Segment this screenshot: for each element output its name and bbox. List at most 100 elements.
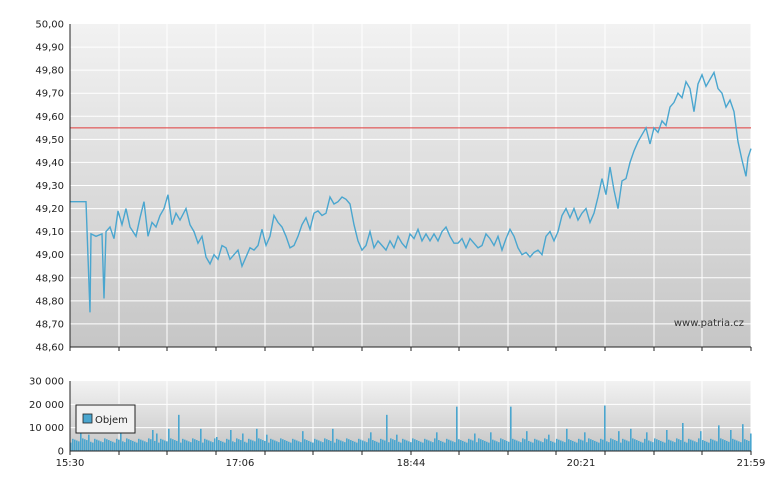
volume-bar xyxy=(592,440,594,451)
volume-bar xyxy=(658,440,660,451)
price-y-tick-label: 49,80 xyxy=(35,66,64,77)
volume-bar xyxy=(306,440,308,451)
volume-bar xyxy=(628,441,630,451)
volume-bar xyxy=(470,439,472,451)
volume-bar xyxy=(514,439,516,451)
volume-bar xyxy=(344,442,346,451)
volume-bar xyxy=(680,440,682,451)
volume-bar xyxy=(480,439,482,451)
volume-bar xyxy=(724,440,726,451)
volume-bar xyxy=(176,440,178,451)
volume-bar xyxy=(78,441,80,451)
volume-bar xyxy=(398,441,400,451)
volume-bar xyxy=(642,442,644,451)
legend-label: Objem xyxy=(95,415,128,426)
volume-bar xyxy=(540,441,542,451)
volume-bar xyxy=(368,438,370,451)
x-tick-label: 17:06 xyxy=(226,458,255,469)
volume-bar xyxy=(410,442,412,451)
price-y-tick-label: 50,00 xyxy=(35,20,64,31)
volume-bar xyxy=(678,439,680,451)
volume-bar xyxy=(340,440,342,451)
volume-bar xyxy=(128,439,130,451)
volume-bar xyxy=(546,439,548,451)
volume-bar xyxy=(652,442,654,451)
volume-bar xyxy=(558,439,560,451)
volume-bar xyxy=(676,438,678,451)
volume-bar xyxy=(456,406,458,451)
volume-bar xyxy=(272,439,274,451)
volume-bar xyxy=(692,440,694,451)
volume-bar xyxy=(190,442,192,451)
volume-bar xyxy=(674,442,676,451)
volume-bar xyxy=(538,440,540,451)
volume-bar xyxy=(162,439,164,451)
volume-bar xyxy=(650,441,652,451)
volume-bar xyxy=(222,441,224,451)
volume-bar xyxy=(744,439,746,451)
volume-bar xyxy=(326,439,328,451)
price-y-tick-label: 48,60 xyxy=(35,343,64,354)
volume-bar xyxy=(350,440,352,451)
volume-bar xyxy=(570,440,572,451)
volume-bar xyxy=(708,442,710,451)
volume-bar xyxy=(338,439,340,451)
volume-bar xyxy=(620,442,622,451)
price-y-tick-label: 49,40 xyxy=(35,158,64,169)
volume-bar xyxy=(508,441,510,451)
volume-bar xyxy=(230,430,232,451)
volume-bar xyxy=(362,440,364,451)
volume-bar xyxy=(74,439,76,451)
volume-bar xyxy=(132,440,134,451)
volume-bar xyxy=(746,440,748,451)
volume-bar xyxy=(308,440,310,451)
volume-bar xyxy=(566,428,568,451)
volume-bar xyxy=(166,441,168,451)
volume-bar xyxy=(152,430,154,451)
price-y-tick-label: 48,70 xyxy=(35,319,64,330)
price-y-tick-label: 49,00 xyxy=(35,250,64,261)
volume-bar xyxy=(632,438,634,451)
volume-bar xyxy=(100,441,102,451)
volume-bar xyxy=(494,440,496,451)
volume-bar xyxy=(348,439,350,451)
volume-bar xyxy=(488,442,490,451)
legend-swatch xyxy=(82,413,93,424)
volume-bar xyxy=(114,442,116,451)
price-y-tick-label: 49,50 xyxy=(35,135,64,146)
volume-bar xyxy=(580,439,582,451)
volume-bar xyxy=(606,441,608,451)
volume-bar xyxy=(736,440,738,451)
volume-bar xyxy=(622,438,624,451)
volume-bar xyxy=(728,441,730,451)
volume-bar xyxy=(290,442,292,451)
volume-bar xyxy=(630,428,632,451)
volume-bar xyxy=(324,438,326,451)
volume-bar xyxy=(700,431,702,451)
volume-y-tick-labels: 30 000 20 000 10 000 0 xyxy=(29,377,64,458)
volume-bar xyxy=(590,439,592,451)
volume-bar xyxy=(206,439,208,451)
volume-bar xyxy=(384,440,386,451)
volume-bar xyxy=(420,441,422,451)
volume-bar xyxy=(446,438,448,451)
volume-bar xyxy=(260,439,262,451)
volume-bar xyxy=(618,431,620,451)
volume-bar xyxy=(118,439,120,451)
volume-bar xyxy=(182,438,184,451)
volume-bar xyxy=(238,439,240,451)
volume-bar xyxy=(336,438,338,451)
volume-bar xyxy=(442,441,444,451)
volume-bar xyxy=(720,438,722,451)
volume-bar xyxy=(264,440,266,451)
price-y-tick-label: 49,10 xyxy=(35,227,64,238)
volume-bar xyxy=(346,438,348,451)
volume-bar xyxy=(332,428,334,451)
volume-bar xyxy=(422,442,424,451)
volume-bar xyxy=(458,439,460,451)
volume-bar xyxy=(254,441,256,451)
volume-y-tick-label: 10 000 xyxy=(29,423,64,434)
volume-bar xyxy=(298,441,300,451)
volume-bar xyxy=(408,441,410,451)
volume-bar xyxy=(334,442,336,451)
